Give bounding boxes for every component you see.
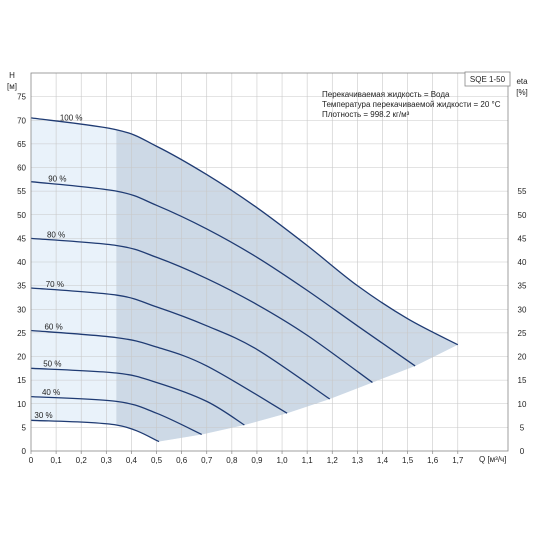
grid-lines	[31, 73, 508, 451]
curve-80-percent	[30, 237, 373, 384]
y-left-tick-label: 25	[17, 329, 26, 338]
x-axis-ticks: 0 0,1 0,2 0,3 0,4 0,5 0,6 0,7 0,8 0,9 1,0 1,1 1,2 1,3…	[29, 451, 464, 465]
pump-curves	[30, 117, 459, 443]
curve-90-percent	[30, 181, 416, 367]
y-left-tick-label: 65	[17, 140, 26, 149]
x-tick-label: 0,7	[201, 456, 213, 465]
y-left-tick-label: 40	[17, 258, 26, 267]
plot-frame	[30, 72, 509, 452]
curve-label-100-percent: 100 %	[60, 113, 83, 122]
curve-label-40-percent: 40 %	[42, 388, 60, 397]
curve-60-percent	[30, 329, 288, 414]
y-left-tick-label: 30	[17, 305, 26, 314]
y-left-tick-label: 45	[17, 234, 26, 243]
title-box	[464, 71, 511, 87]
operating-region	[31, 117, 458, 442]
y-left-axis-ticks: 0 5 10 15 20 25 30 35 40 45 50 55 60 65 70 75	[17, 93, 26, 456]
y-right-axis-ticks: 0 5 10 15 20 25 30 35 40 45 50 55	[518, 187, 527, 456]
x-tick-label: 1,3	[352, 456, 364, 465]
curve-labels: 100 % 90 % 80 % 70 % 60 % 50 % 40 % 30 %	[34, 113, 82, 420]
y-left-tick-label: 60	[17, 164, 26, 173]
y-left-tick-label: 75	[17, 93, 26, 102]
y-right-tick-label: 45	[518, 234, 527, 243]
curve-40-percent	[30, 396, 202, 436]
curve-70-percent	[30, 287, 331, 400]
x-tick-label: 0,2	[76, 456, 88, 465]
curve-100-percent	[30, 117, 459, 346]
y-right-tick-label: 20	[518, 353, 527, 362]
y-left-tick-label: 20	[17, 353, 26, 362]
y-right-axis-title: eta	[516, 77, 528, 86]
y-right-tick-label: 55	[518, 187, 527, 196]
y-right-tick-label: 10	[518, 400, 527, 409]
curve-label-80-percent: 80 %	[47, 230, 65, 239]
curve-label-50-percent: 50 %	[43, 359, 61, 368]
x-tick-label: 0,1	[51, 456, 63, 465]
y-left-tick-label: 35	[17, 282, 26, 291]
curve-30-percent	[30, 419, 160, 443]
y-right-tick-label: 50	[518, 211, 527, 220]
x-tick-label: 1,6	[427, 456, 439, 465]
x-tick-label: 1,7	[452, 456, 464, 465]
y-right-tick-label: 25	[518, 329, 527, 338]
curve-label-60-percent: 60 %	[44, 322, 62, 331]
info-line-density: Плотность = 998.2 кг/м³	[322, 110, 410, 119]
y-right-tick-label: 0	[520, 447, 525, 456]
y-left-tick-label: 10	[17, 400, 26, 409]
x-tick-label: 0,4	[126, 456, 138, 465]
x-tick-label: 0,8	[226, 456, 238, 465]
y-left-tick-label: 50	[17, 211, 26, 220]
x-tick-label: 1,0	[276, 456, 288, 465]
x-tick-label: 0	[29, 456, 34, 465]
x-tick-label: 0,9	[251, 456, 263, 465]
curve-50-percent	[30, 367, 245, 426]
y-right-tick-label: 35	[518, 282, 527, 291]
x-tick-label: 0,6	[176, 456, 188, 465]
x-tick-label: 1,1	[302, 456, 314, 465]
info-line-temperature: Температура перекачиваемой жидкости = 20…	[322, 100, 501, 109]
y-left-axis-title: H	[9, 71, 15, 80]
x-tick-label: 0,3	[101, 456, 113, 465]
y-right-tick-label: 30	[518, 305, 527, 314]
x-tick-label: 0,5	[151, 456, 163, 465]
x-tick-label: 1,5	[402, 456, 414, 465]
x-tick-label: 1,2	[327, 456, 339, 465]
y-right-tick-label: 15	[518, 376, 527, 385]
y-right-tick-label: 40	[518, 258, 527, 267]
chart-title: SQE 1-50	[470, 75, 506, 84]
curve-label-90-percent: 90 %	[48, 175, 66, 184]
y-right-axis-unit: [%]	[516, 88, 528, 97]
curve-label-30-percent: 30 %	[34, 411, 52, 420]
y-right-tick-label: 5	[520, 423, 525, 432]
info-line-fluid: Перекачиваемая жидкость = Вода	[322, 90, 450, 99]
y-left-tick-label: 15	[17, 376, 26, 385]
y-left-tick-label: 70	[17, 116, 26, 125]
y-left-axis-unit: [м]	[7, 82, 17, 91]
x-tick-label: 1,4	[377, 456, 389, 465]
curve-label-70-percent: 70 %	[46, 280, 64, 289]
y-left-tick-label: 5	[22, 423, 27, 432]
y-left-tick-label: 0	[22, 447, 27, 456]
x-axis-title: Q [м³/ч]	[479, 455, 506, 464]
y-left-tick-label: 55	[17, 187, 26, 196]
